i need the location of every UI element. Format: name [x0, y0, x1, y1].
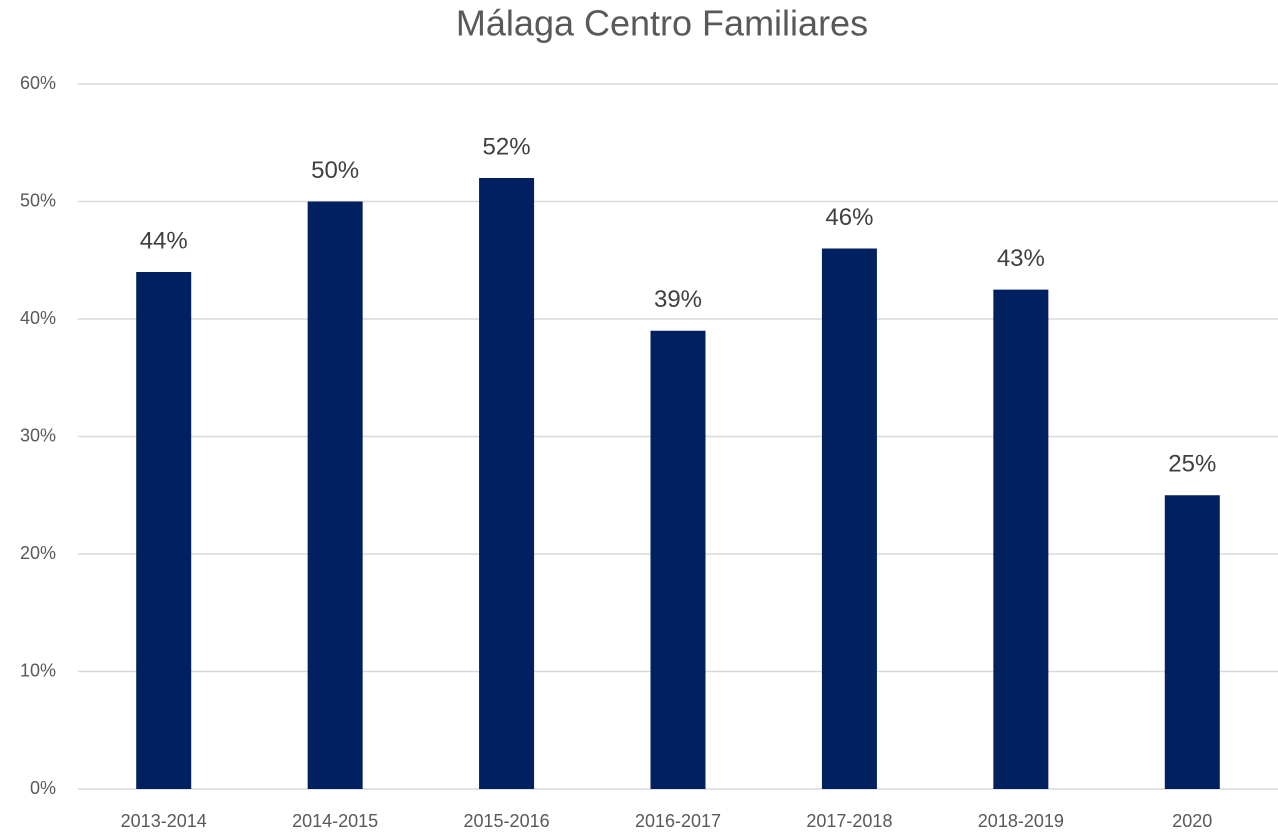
- data-label: 25%: [1168, 451, 1216, 478]
- bar: [307, 201, 363, 789]
- y-tick-label: 20%: [20, 543, 56, 563]
- data-label: 46%: [825, 204, 873, 231]
- y-tick-label: 60%: [20, 73, 56, 93]
- y-tick-label: 50%: [20, 190, 56, 210]
- chart-title: Málaga Centro Familiares: [456, 3, 868, 44]
- x-tick-label: 2015-2016: [464, 811, 550, 831]
- x-tick-label: 2016-2017: [635, 811, 721, 831]
- data-label: 44%: [140, 227, 188, 254]
- bar: [1164, 495, 1220, 789]
- x-tick-label: 2017-2018: [806, 811, 892, 831]
- x-tick-label: 2018-2019: [978, 811, 1064, 831]
- y-tick-label: 10%: [20, 660, 56, 680]
- bar: [993, 289, 1049, 789]
- bar: [136, 272, 192, 789]
- bar: [821, 248, 877, 789]
- x-tick-label: 2014-2015: [292, 811, 378, 831]
- y-tick-label: 30%: [20, 425, 56, 445]
- y-tick-label: 0%: [30, 778, 56, 798]
- data-label: 52%: [483, 133, 531, 160]
- bar: [650, 330, 706, 789]
- x-tick-label: 2020: [1172, 811, 1212, 831]
- data-label: 39%: [654, 286, 702, 313]
- data-label: 50%: [311, 157, 359, 184]
- x-tick-label: 2013-2014: [121, 811, 207, 831]
- y-tick-label: 40%: [20, 308, 56, 328]
- bar: [479, 178, 535, 789]
- data-label: 43%: [997, 245, 1045, 272]
